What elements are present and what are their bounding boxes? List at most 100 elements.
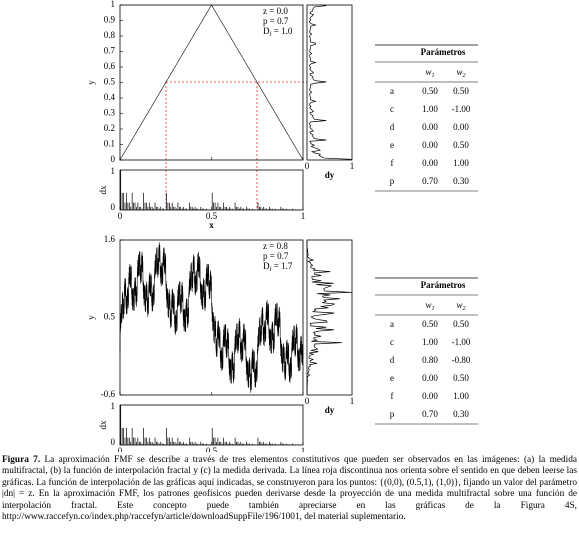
table-header-sym: w [456, 300, 462, 310]
table-cell: -1.00 [452, 337, 471, 347]
x-tick-label: 0 [118, 446, 123, 452]
y-tick-label: 0.3 [104, 108, 116, 118]
table-cell: -1.00 [452, 104, 471, 114]
table-cell: d [390, 122, 395, 132]
table-cell: 0.50 [422, 319, 438, 329]
annotation: Df = 1.0 [263, 26, 293, 38]
table-cell: 0.50 [453, 373, 469, 383]
y-tick-label: -0.6 [101, 389, 116, 399]
dy-tick-label: 1 [350, 396, 355, 406]
annotation-part: f [270, 266, 272, 273]
annotation-part: f [270, 31, 272, 38]
table-cell: f [391, 391, 394, 401]
annotation-part: D [263, 261, 270, 271]
y-tick-label: 0.5 [104, 312, 116, 322]
dy-tick-label: 0 [305, 161, 310, 171]
y-tick-label: 0.5 [104, 77, 116, 87]
table-header-sym: w [425, 300, 431, 310]
table-title: Parámetros [421, 47, 466, 57]
table-cell: 1.00 [453, 391, 469, 401]
table-cell: -0.80 [452, 355, 471, 365]
table-cell: d [390, 355, 395, 365]
dx-label: dx [98, 420, 108, 430]
dy-measure [309, 5, 353, 160]
dx-frame [119, 404, 304, 446]
y-tick-label: 0.9 [104, 15, 116, 25]
y-tick-label: 1.6 [104, 234, 116, 244]
annotation: p = 0.7 [263, 251, 289, 261]
y-tick-label: 0.1 [104, 139, 115, 149]
fif-curve [119, 4, 304, 161]
table-cell: 0.50 [422, 86, 438, 96]
table-cell: 0.00 [422, 122, 438, 132]
dy-frame [306, 239, 353, 396]
y-axis-label: y [86, 80, 96, 85]
caption-label: Figura 7. [2, 455, 41, 465]
table-cell: 0.50 [453, 319, 469, 329]
annotation: z = 0.8 [263, 241, 288, 251]
x-tick-label: 0.5 [206, 211, 218, 221]
table-cell: a [390, 86, 394, 96]
dy-frame [306, 4, 353, 161]
table-cell: e [390, 373, 394, 383]
y-tick-label: 0.4 [104, 92, 116, 102]
dx-tick-label: 1 [111, 401, 116, 411]
annotation: p = 0.7 [263, 16, 289, 26]
table-cell: c [390, 104, 394, 114]
table-header-sub: 1 [432, 306, 435, 312]
table-cell: 0.80 [422, 355, 438, 365]
table-cell: 0.70 [422, 176, 438, 186]
dy-tick-label: 0 [305, 396, 310, 406]
x-tick-label: 0 [118, 211, 123, 221]
table-header: w2 [456, 67, 465, 79]
dx-frame [119, 169, 304, 211]
table-header-sym: w [456, 67, 462, 77]
annotation-part: D [263, 26, 270, 36]
y-tick-label: 0.8 [104, 30, 116, 40]
dy-tick-label: 1 [350, 161, 355, 171]
annotation-part: = 1.0 [272, 26, 293, 36]
table-cell: 0.50 [453, 86, 469, 96]
y-tick-label: 0.2 [104, 123, 115, 133]
table-cell: 0.70 [422, 409, 438, 419]
dy-measure [306, 240, 353, 395]
table-cell: 0.00 [422, 373, 438, 383]
table-cell: 0.00 [453, 122, 469, 132]
y-tick-label: 1 [111, 0, 116, 9]
y-tick-label: 0.7 [104, 46, 116, 56]
table-header-sub: 2 [463, 306, 466, 312]
table-cell: f [391, 158, 394, 168]
guide-lines [165, 81, 307, 210]
y-axis-label: y [86, 315, 96, 320]
table-cell: e [390, 140, 394, 150]
table-header: w1 [425, 67, 434, 79]
table-cell: 0.30 [453, 409, 469, 419]
fif-curve [119, 242, 304, 393]
table-cell: 0.30 [453, 176, 469, 186]
dx-tick-label: 0 [111, 437, 116, 447]
annotation-part: = 1.7 [272, 261, 293, 271]
table-cell: 1.00 [422, 104, 438, 114]
dx-tick-label: 0 [111, 202, 116, 212]
dy-label: dy [325, 170, 335, 180]
table-cell: p [390, 409, 395, 419]
dx-label: dx [98, 185, 108, 195]
table-title: Parámetros [421, 280, 466, 290]
caption-text: La aproximación FMF se describe a través… [2, 455, 577, 523]
caption: Figura 7. La aproximación FMF se describ… [2, 455, 577, 523]
table-cell: a [390, 319, 394, 329]
x-axis-label: x [209, 220, 214, 230]
table-header: w2 [456, 300, 465, 312]
table-header: w1 [425, 300, 434, 312]
annotation: z = 0.0 [263, 6, 288, 16]
table-cell: 0.00 [422, 140, 438, 150]
table-cell: 0.50 [453, 140, 469, 150]
table-cell: 0.00 [422, 391, 438, 401]
x-tick-label: 1 [301, 211, 306, 221]
table-cell: c [390, 337, 394, 347]
table-header-sub: 1 [432, 73, 435, 79]
table-header-sym: w [425, 67, 431, 77]
dy-label: dy [325, 405, 335, 415]
table-header-sub: 2 [463, 73, 466, 79]
